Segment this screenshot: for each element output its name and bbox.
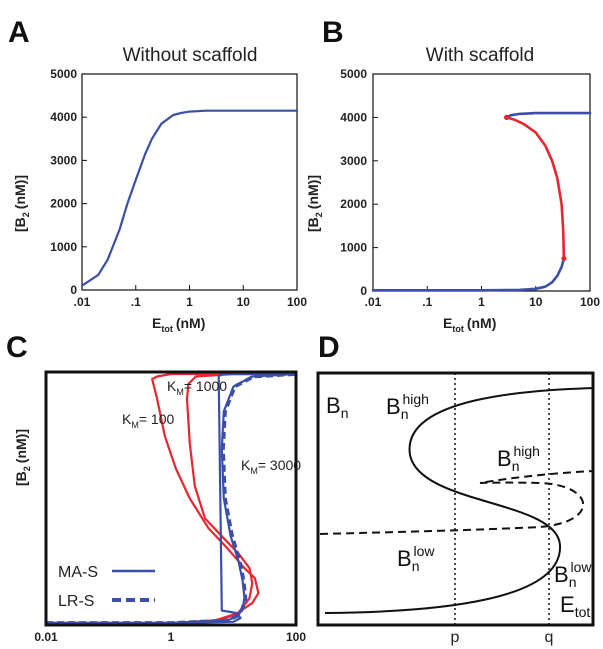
panel-b-ylabel: [B2(nM)] (305, 175, 324, 232)
panel-a-ytick: 4000 (50, 110, 77, 124)
panel-a-ytick: 0 (70, 283, 77, 297)
panel-b-fold-point (561, 255, 567, 262)
panel-d-bn-high-left: Bnhigh (386, 391, 429, 422)
panel-d-bn-low-right: Bnlow (554, 559, 592, 590)
panel-label-c: C (6, 331, 28, 364)
panel-d-bn-high-right: Bnhigh (497, 443, 540, 474)
panel-c-series-5 (44, 372, 298, 625)
panel-b-ytick: 0 (360, 284, 367, 298)
panel-b-series-2 (505, 116, 566, 260)
panel-a-ytick: 5000 (50, 67, 77, 81)
panel-a-title: Without scaffold (123, 45, 258, 66)
panel-d-xtick-q: q (545, 629, 554, 646)
panel-a-series (80, 109, 299, 287)
panel-label-b: B (322, 16, 344, 49)
panel-b-fold-point (503, 114, 510, 120)
panel-a-xtick: .01 (74, 295, 91, 309)
panel-c-annotation-km100: KM= 100 (122, 411, 174, 430)
panel-c-series-4 (46, 372, 297, 625)
panel-d-bn-low-left: Bnlow (397, 543, 435, 574)
panel-b-title: With scaffold (426, 45, 534, 66)
panel-label-a: A (8, 16, 30, 49)
legend-label-lr-s: LR-S (58, 593, 94, 610)
panel-b-xtick: 100 (580, 295, 600, 309)
panel-a-ytick: 1000 (50, 240, 77, 254)
panel-c-annotation-km3000: KM= 3000 (241, 457, 301, 476)
panel-c-ylabel: [B2(nM)] (13, 429, 32, 486)
panel-a-ytick: 3000 (50, 153, 77, 167)
panel-a-ylabel: [B2(nM)] (12, 175, 31, 232)
panel-c-frame (44, 370, 298, 627)
panel-b-series-1 (371, 257, 566, 292)
panel-b-ytick: 3000 (340, 154, 367, 168)
panel-a-ticks (81, 73, 298, 291)
legend-label-ma-s: MA-S (58, 564, 98, 581)
panel-c-series-2 (44, 372, 298, 625)
panel-b-xtick: 1 (478, 295, 485, 309)
panel-d: D Bn Bnhigh Bnhigh Bnlow Bnlow Etot p q (316, 331, 595, 646)
panel-a-xtick: .1 (131, 295, 141, 309)
panel-a: A Without scaffold .01 .1 1 10 100 0 100… (8, 16, 307, 334)
panel-b-xlabel: Etot (nM) (443, 315, 496, 334)
panel-c-legend: MA-S LR-S (58, 564, 155, 610)
panel-c-xtick: 100 (286, 630, 306, 644)
panel-label-d: D (318, 331, 340, 364)
panel-c: C [B2(nM)] 0.01 1 100 KM= 100 KM= 1000 K… (6, 331, 306, 644)
panel-c-annotation-km1000: KM= 1000 (167, 378, 227, 397)
panel-b-ytick: 1000 (340, 241, 367, 255)
panel-d-etot-label: Etot (560, 592, 590, 620)
panel-b-xtick: .01 (365, 295, 382, 309)
panel-d-dashed-curve (319, 470, 594, 535)
panel-d-bn-label: Bn (326, 393, 348, 421)
panel-a-xtick: 100 (287, 295, 307, 309)
panel-b-xtick: 10 (529, 295, 543, 309)
panel-a-xtick: 10 (237, 295, 251, 309)
panel-a-xtick: 1 (186, 295, 193, 309)
panel-b: B With scaffold .01 .1 1 10 100 0 1000 2… (305, 16, 600, 334)
panel-c-series (44, 372, 298, 625)
panel-c-xtick: 0.01 (34, 630, 58, 644)
panel-d-solid-curve (324, 387, 594, 614)
panel-b-series-3 (505, 111, 592, 119)
panel-d-xtick-p: p (451, 629, 460, 646)
panel-a-frame (81, 73, 298, 291)
panel-c-xtick: 1 (168, 630, 175, 644)
panel-a-xlabel: Etot (nM) (152, 315, 205, 334)
panel-a-ytick: 2000 (50, 197, 77, 211)
panel-b-series (371, 111, 592, 292)
panel-b-ytick: 5000 (340, 67, 367, 81)
panel-b-ytick: 2000 (340, 197, 367, 211)
panel-b-xtick: .1 (422, 295, 432, 309)
panel-a-series-1 (80, 109, 299, 287)
panel-b-ytick: 4000 (340, 110, 367, 124)
